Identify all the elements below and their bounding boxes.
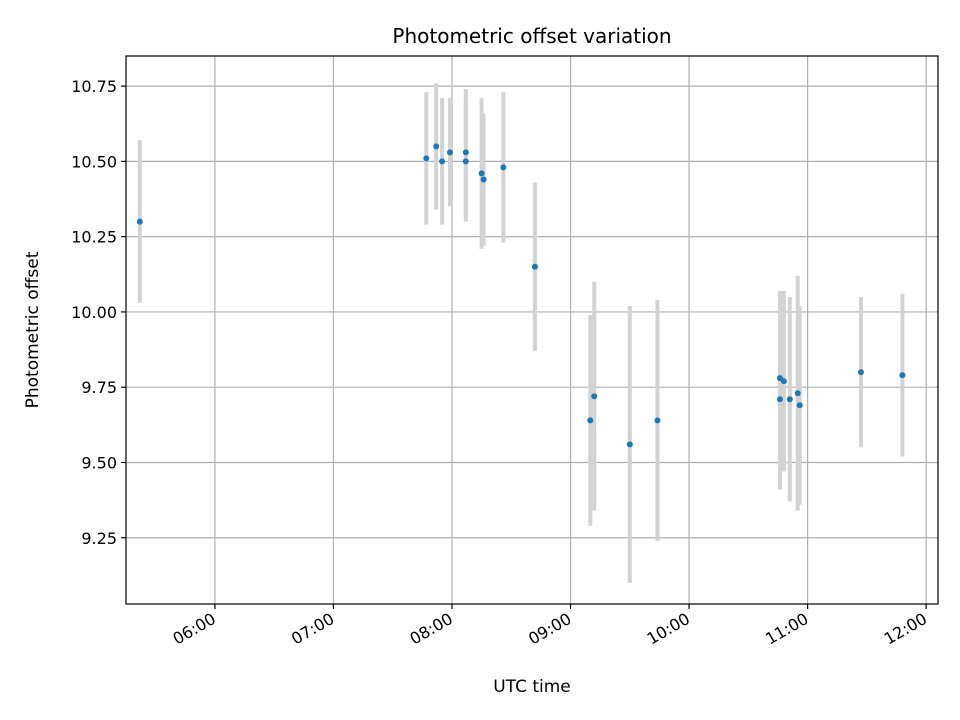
data-point (478, 170, 485, 177)
x-tick-label: 11:00 (762, 609, 811, 649)
x-tick-label: 06:00 (169, 609, 218, 649)
plot-frame (125, 55, 939, 605)
data-point (480, 176, 487, 183)
y-tick-label: 10.00 (71, 303, 117, 322)
grid (126, 56, 938, 604)
y-axis-label: Photometric offset (23, 251, 43, 408)
data-point (433, 143, 440, 150)
data-point (794, 390, 801, 397)
y-tick-label: 10.75 (71, 77, 117, 96)
data-point (587, 417, 594, 424)
data-point (796, 402, 803, 409)
data-point (447, 149, 454, 156)
x-tick-label: 08:00 (407, 609, 456, 649)
data-point (776, 396, 783, 403)
x-tick-label: 09:00 (525, 609, 574, 649)
x-axis-label: UTC time (493, 677, 571, 697)
y-tick-label: 9.50 (81, 453, 117, 472)
chart-title: Photometric offset variation (392, 24, 671, 48)
data-point (423, 155, 430, 162)
data-point (786, 396, 793, 403)
data-point (626, 441, 633, 448)
y-tick-label: 10.25 (71, 228, 117, 247)
data-point (591, 393, 598, 400)
data-point (500, 164, 507, 171)
data-point (857, 369, 864, 376)
data-point (654, 417, 661, 424)
data-point (462, 158, 469, 165)
y-axis-ticks: 9.25 9.50 9.75 10.00 10.25 10.50 10.75 (71, 77, 126, 548)
data-point (462, 149, 469, 156)
data-point (531, 263, 538, 270)
y-tick-label: 10.50 (71, 152, 117, 171)
x-axis-ticks: 06:00 07:00 08:00 09:00 10:00 11:00 12:00 (169, 604, 930, 649)
data-point (136, 218, 143, 225)
y-tick-label: 9.75 (81, 378, 117, 397)
data-point (439, 158, 446, 165)
data-points (136, 143, 906, 448)
y-tick-label: 9.25 (81, 529, 117, 548)
x-tick-label: 10:00 (644, 609, 693, 649)
x-tick-label: 07:00 (288, 609, 337, 649)
error-bars (137, 83, 905, 583)
x-tick-label: 12:00 (881, 609, 930, 649)
data-point (899, 372, 906, 379)
data-point (780, 378, 787, 385)
